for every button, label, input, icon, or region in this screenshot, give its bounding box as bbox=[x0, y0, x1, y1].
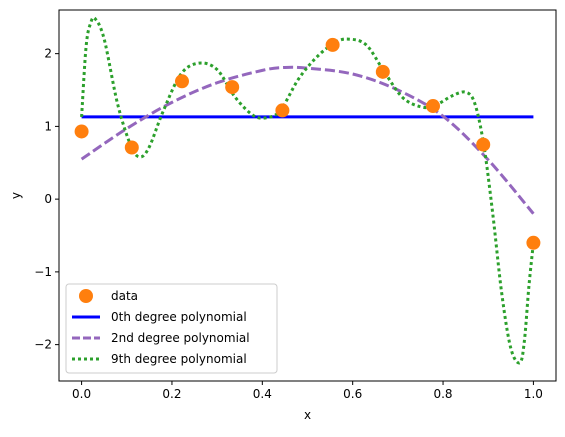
legend-box bbox=[65, 283, 278, 374]
data-point bbox=[325, 37, 340, 52]
x-tick-label: 0.4 bbox=[253, 387, 272, 401]
data-point bbox=[375, 64, 390, 79]
y-tick-label: −1 bbox=[34, 265, 52, 279]
data-point bbox=[426, 99, 441, 114]
legend-label: data bbox=[111, 289, 138, 303]
y-tick-label: 1 bbox=[44, 119, 52, 133]
y-tick-label: 2 bbox=[44, 47, 52, 61]
data-point bbox=[124, 140, 139, 155]
y-axis-label: y bbox=[9, 192, 23, 199]
x-tick-label: 1.0 bbox=[524, 387, 543, 401]
series-line-1 bbox=[80, 65, 535, 215]
x-axis-label: x bbox=[304, 408, 311, 422]
scatter-layer bbox=[74, 37, 541, 250]
legend-label: 2nd degree polynomial bbox=[111, 331, 250, 345]
x-tick-label: 0.8 bbox=[433, 387, 452, 401]
x-tick-label: 0.6 bbox=[343, 387, 362, 401]
ticks-layer: 0.0 0.2 0.4 0.6 0.8 1.0 −2 −1 0 1 2 bbox=[34, 47, 543, 401]
data-point bbox=[526, 235, 541, 250]
y-tick-label: 0 bbox=[44, 192, 52, 206]
legend: data 0th degree polynomial 2nd degree poly… bbox=[65, 283, 278, 374]
y-tick-label: −2 bbox=[34, 338, 52, 352]
legend-label: 9th degree polynomial bbox=[111, 352, 247, 366]
data-point bbox=[225, 80, 240, 95]
data-point bbox=[174, 74, 189, 89]
legend-label: 0th degree polynomial bbox=[111, 310, 247, 324]
data-point bbox=[476, 137, 491, 152]
x-tick-label: 0.2 bbox=[162, 387, 181, 401]
data-point bbox=[74, 124, 89, 139]
x-tick-label: 0.0 bbox=[72, 387, 91, 401]
data-point bbox=[275, 103, 290, 118]
plot-area-frame bbox=[58, 9, 557, 382]
legend-marker-data bbox=[79, 289, 93, 303]
